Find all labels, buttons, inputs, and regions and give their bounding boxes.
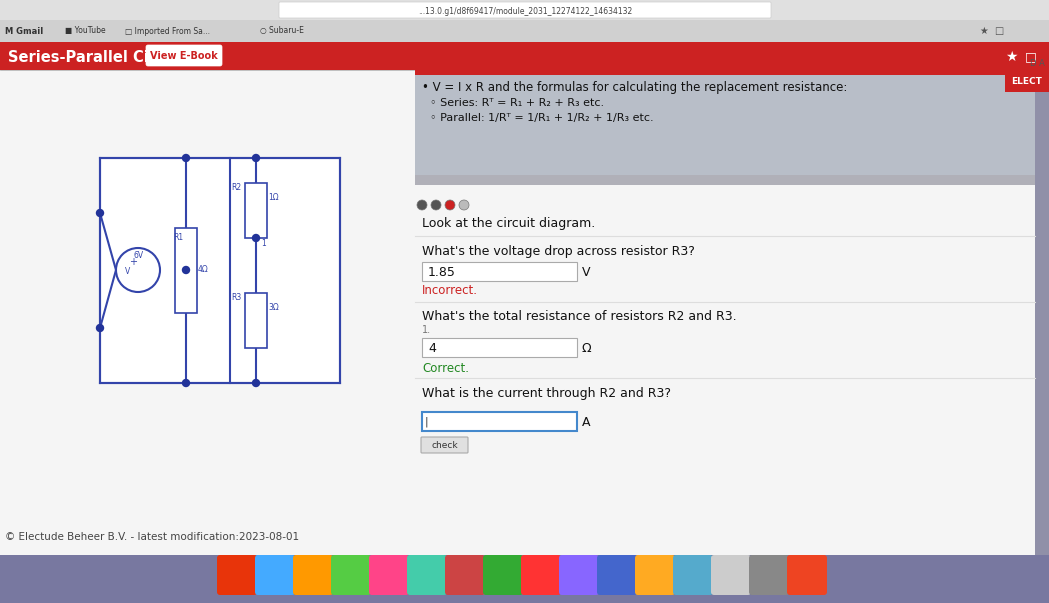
FancyBboxPatch shape <box>422 338 577 357</box>
Circle shape <box>418 200 427 210</box>
FancyBboxPatch shape <box>407 555 447 595</box>
Circle shape <box>97 324 104 332</box>
FancyBboxPatch shape <box>0 70 415 555</box>
FancyBboxPatch shape <box>787 555 827 595</box>
Text: 4: 4 <box>428 341 436 355</box>
FancyBboxPatch shape <box>369 555 409 595</box>
Text: ■ YouTube: ■ YouTube <box>65 27 106 36</box>
FancyBboxPatch shape <box>711 555 751 595</box>
FancyBboxPatch shape <box>483 555 523 595</box>
Circle shape <box>183 379 190 387</box>
FancyBboxPatch shape <box>0 555 1049 603</box>
FancyBboxPatch shape <box>445 555 485 595</box>
FancyBboxPatch shape <box>415 70 1035 75</box>
FancyBboxPatch shape <box>422 412 577 431</box>
Text: Series-Parallel Circuits: Series-Parallel Circuits <box>8 49 196 65</box>
FancyBboxPatch shape <box>521 555 561 595</box>
Text: V: V <box>126 268 131 277</box>
Text: Look at the circuit diagram.: Look at the circuit diagram. <box>422 218 595 230</box>
Text: ★: ★ <box>1005 50 1018 64</box>
FancyBboxPatch shape <box>331 555 371 595</box>
Text: Incorrect.: Incorrect. <box>422 285 478 297</box>
Circle shape <box>183 154 190 162</box>
FancyBboxPatch shape <box>559 555 599 595</box>
Text: R1: R1 <box>173 233 184 242</box>
Circle shape <box>183 267 190 274</box>
Text: ★  □: ★ □ <box>980 26 1004 36</box>
Text: check: check <box>432 441 458 449</box>
FancyBboxPatch shape <box>0 42 1049 70</box>
Text: D A: D A <box>1030 60 1045 69</box>
Text: 1: 1 <box>261 239 265 247</box>
Circle shape <box>116 248 160 292</box>
FancyBboxPatch shape <box>673 555 713 595</box>
FancyBboxPatch shape <box>415 70 1035 175</box>
Text: M Gmail: M Gmail <box>5 27 43 36</box>
Text: ◦ Parallel: 1/Rᵀ = 1/R₁ + 1/R₂ + 1/R₃ etc.: ◦ Parallel: 1/Rᵀ = 1/R₁ + 1/R₂ + 1/R₃ et… <box>430 113 654 123</box>
Text: 1.85: 1.85 <box>428 265 456 279</box>
Text: 1Ω: 1Ω <box>267 194 279 203</box>
Text: What is the current through R2 and R3?: What is the current through R2 and R3? <box>422 387 671 400</box>
FancyBboxPatch shape <box>293 555 333 595</box>
Text: ...13.0.g1/d8f69417/module_2031_12274122_14634132: ...13.0.g1/d8f69417/module_2031_12274122… <box>418 7 633 16</box>
FancyBboxPatch shape <box>421 437 468 453</box>
Text: 3Ω: 3Ω <box>267 303 279 312</box>
Text: ELECT: ELECT <box>1011 77 1043 86</box>
Circle shape <box>97 209 104 216</box>
Text: ◦ Series: Rᵀ = R₁ + R₂ + R₃ etc.: ◦ Series: Rᵀ = R₁ + R₂ + R₃ etc. <box>430 98 604 108</box>
Text: |: | <box>425 417 429 428</box>
FancyBboxPatch shape <box>415 70 1035 555</box>
FancyBboxPatch shape <box>749 555 789 595</box>
Text: Correct.: Correct. <box>422 362 469 374</box>
Text: ○ Subaru-E: ○ Subaru-E <box>260 27 304 36</box>
FancyBboxPatch shape <box>255 555 295 595</box>
Circle shape <box>459 200 469 210</box>
Circle shape <box>445 200 455 210</box>
Text: 4Ω: 4Ω <box>198 265 209 274</box>
Text: • V = I x R and the formulas for calculating the replacement resistance:: • V = I x R and the formulas for calcula… <box>422 81 848 95</box>
Circle shape <box>253 379 259 387</box>
Circle shape <box>253 154 259 162</box>
Text: R3: R3 <box>231 294 241 303</box>
Text: A: A <box>582 415 591 429</box>
FancyBboxPatch shape <box>415 175 1035 185</box>
FancyBboxPatch shape <box>175 228 197 313</box>
FancyBboxPatch shape <box>415 185 1035 555</box>
Text: □ Imported From Sa...: □ Imported From Sa... <box>125 27 210 36</box>
FancyBboxPatch shape <box>279 2 771 18</box>
FancyBboxPatch shape <box>245 293 267 348</box>
Text: V: V <box>582 265 591 279</box>
Text: □: □ <box>1025 51 1036 63</box>
FancyBboxPatch shape <box>597 555 637 595</box>
FancyBboxPatch shape <box>0 20 1049 42</box>
Text: 1.: 1. <box>422 325 431 335</box>
Text: +: + <box>129 257 137 267</box>
Circle shape <box>431 200 441 210</box>
Circle shape <box>253 235 259 241</box>
Text: View E-Book: View E-Book <box>150 51 218 61</box>
FancyBboxPatch shape <box>100 158 340 383</box>
Text: 6V: 6V <box>134 251 144 260</box>
Text: © Electude Beheer B.V. - latest modification:2023-08-01: © Electude Beheer B.V. - latest modifica… <box>5 532 299 542</box>
FancyBboxPatch shape <box>0 0 1049 20</box>
FancyBboxPatch shape <box>146 45 222 66</box>
Text: Ω: Ω <box>582 341 592 355</box>
FancyBboxPatch shape <box>635 555 675 595</box>
Text: R2: R2 <box>231 183 241 192</box>
FancyBboxPatch shape <box>217 555 257 595</box>
Text: What's the total resistance of resistors R2 and R3.: What's the total resistance of resistors… <box>422 311 736 323</box>
FancyBboxPatch shape <box>1005 70 1049 92</box>
FancyBboxPatch shape <box>245 183 267 238</box>
Text: What's the voltage drop across resistor R3?: What's the voltage drop across resistor … <box>422 245 694 259</box>
FancyBboxPatch shape <box>422 262 577 281</box>
